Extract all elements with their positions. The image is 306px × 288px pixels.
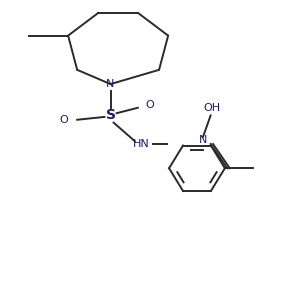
Text: OH: OH (203, 103, 221, 113)
Text: N: N (106, 79, 115, 89)
Text: S: S (106, 109, 116, 122)
Text: N: N (199, 135, 207, 145)
Text: HN: HN (132, 139, 149, 149)
Text: O: O (146, 101, 154, 111)
Text: O: O (59, 115, 68, 125)
